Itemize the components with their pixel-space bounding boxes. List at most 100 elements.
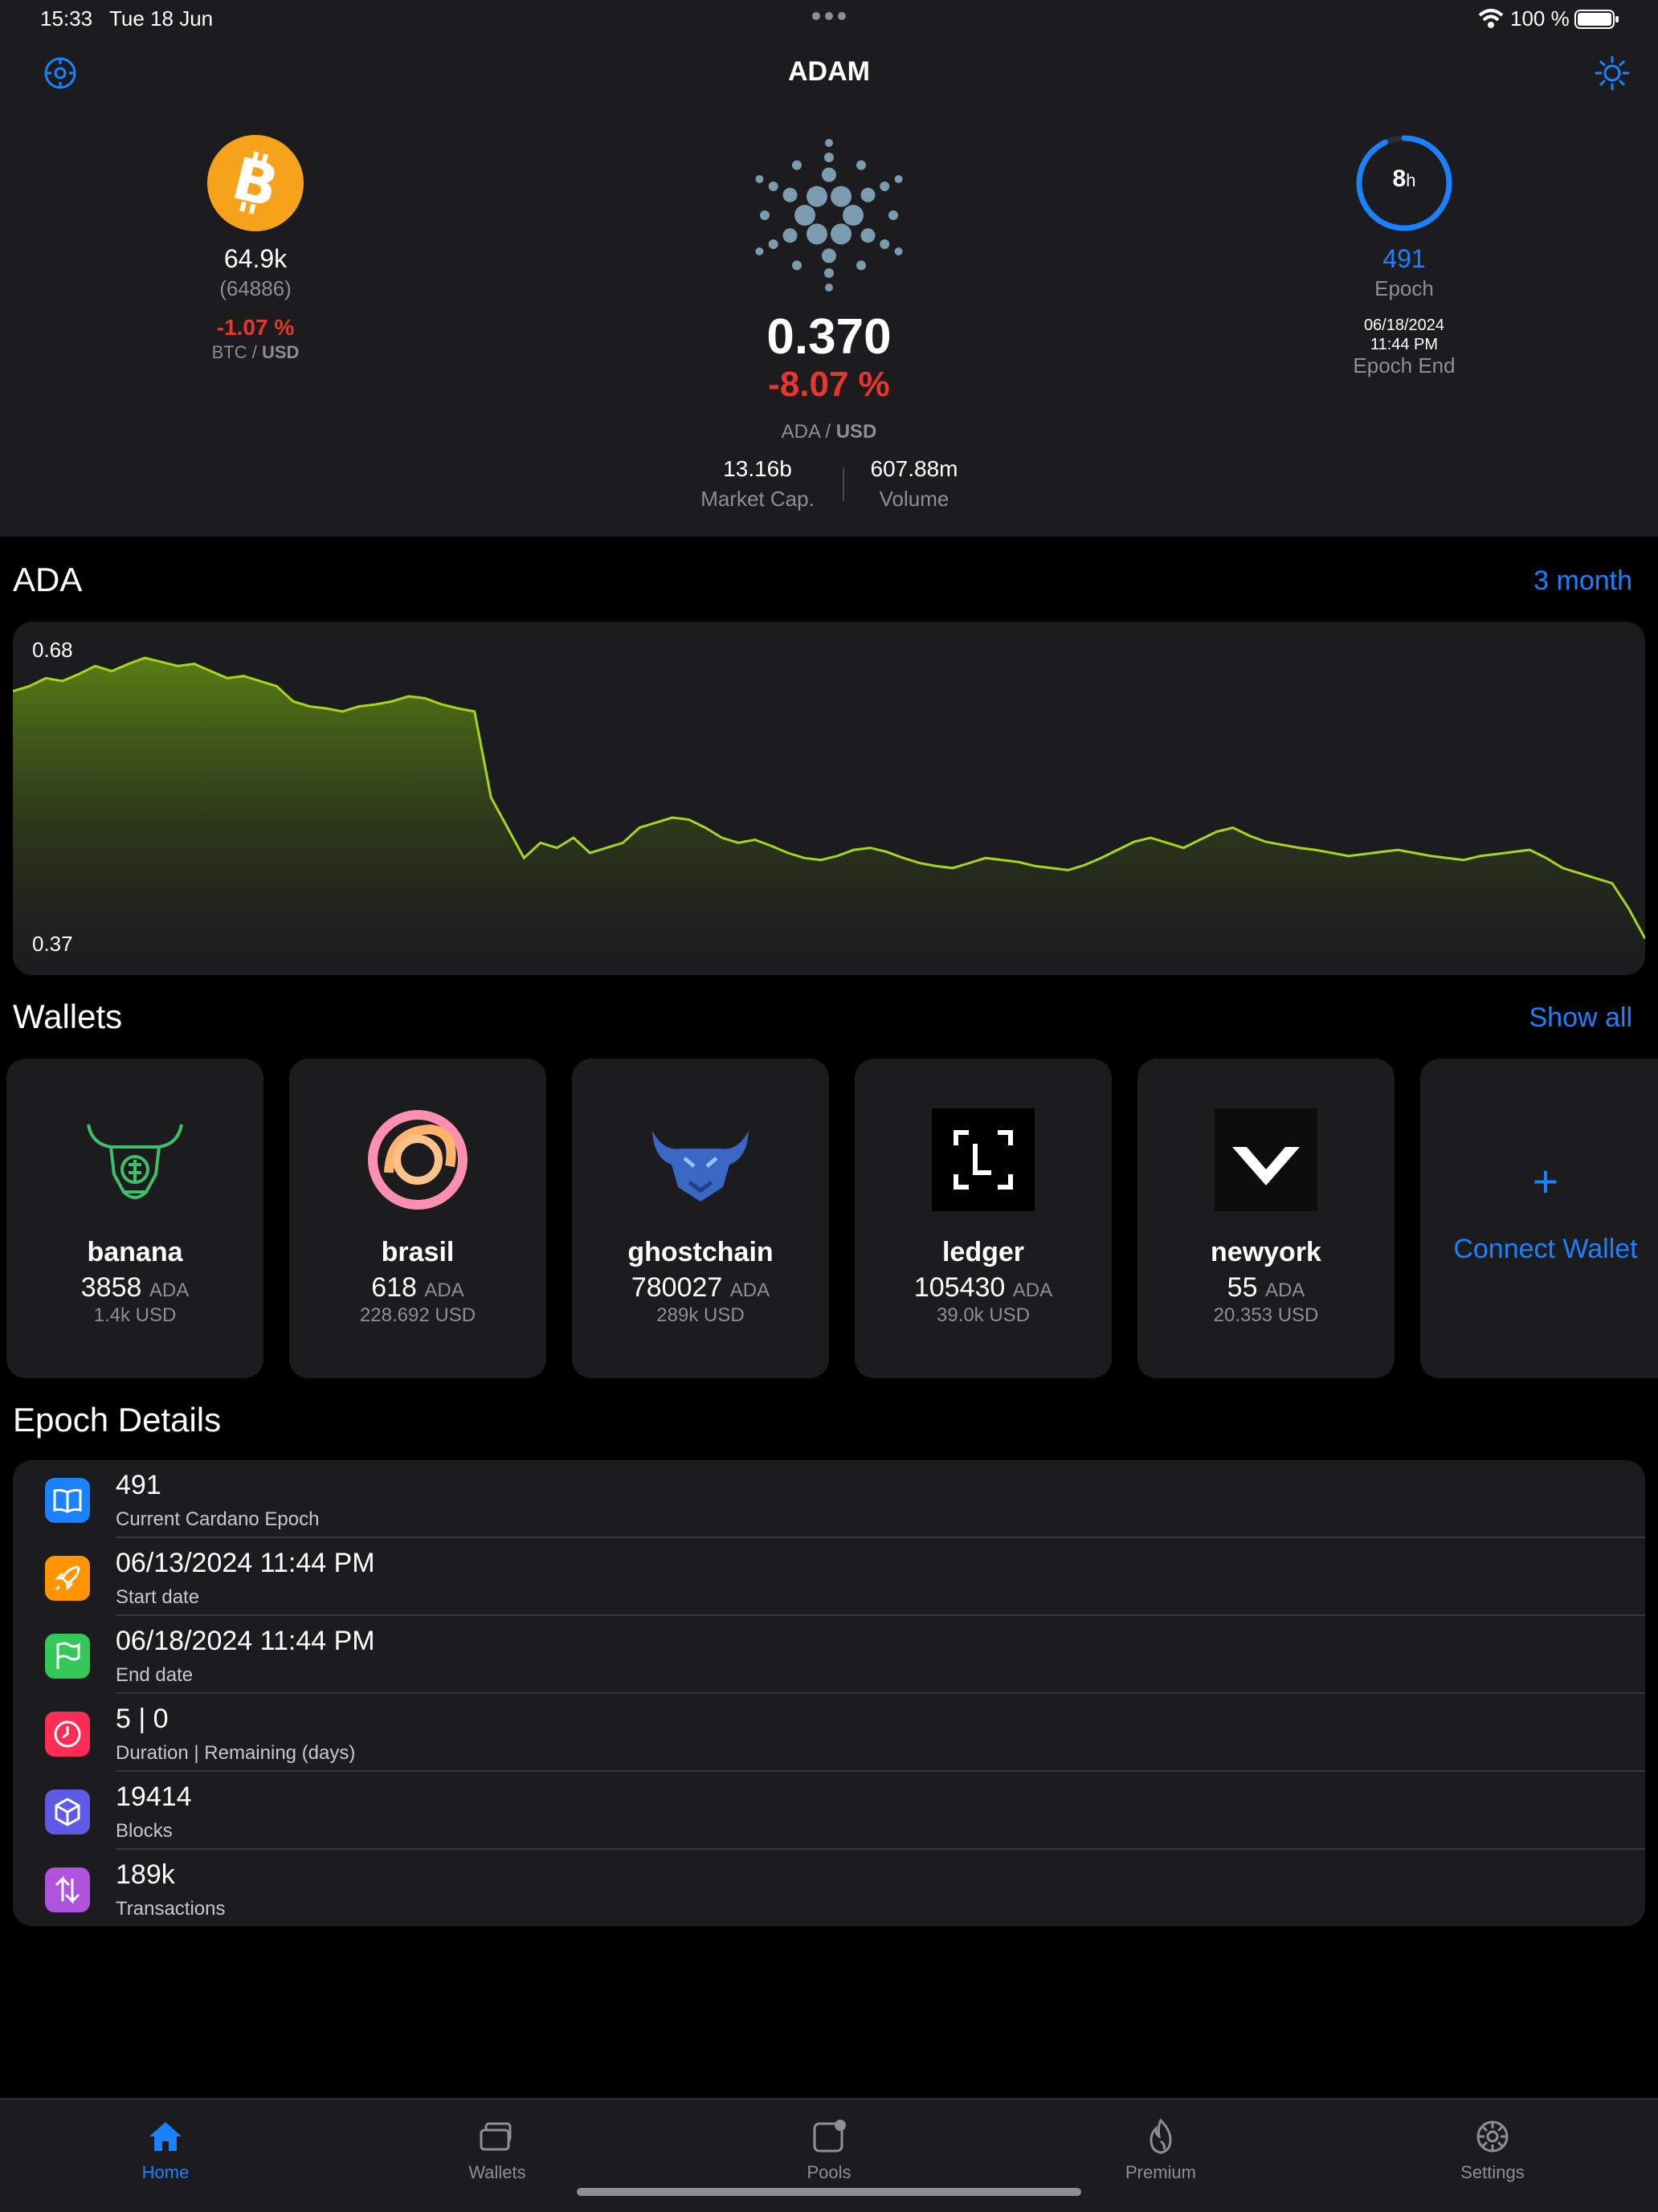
cardano-dot [888, 210, 898, 220]
multitask-dots-icon[interactable] [811, 10, 847, 27]
cardano-dot [825, 284, 833, 292]
wallet-ada-amount: 105430 [913, 1272, 1006, 1303]
wallet-ada-amount: 618 [371, 1272, 417, 1303]
cardano-dot [860, 187, 876, 202]
ada-price-chart[interactable]: 0.68 0.37 [13, 622, 1645, 975]
wallet-ada-balance: 3858 ADA [6, 1272, 263, 1304]
cardano-dot [824, 268, 834, 278]
ada-price: 0.370 [766, 309, 892, 365]
list-item: 06/13/2024 11:44 PM Start date [13, 1538, 1645, 1616]
cardano-dot [768, 239, 778, 249]
wallet-usd-balance: 228.692 USD [359, 1304, 476, 1326]
epoch-detail-label: Duration | Remaining (days) [116, 1742, 356, 1764]
btc-price: 64.9k [223, 244, 288, 273]
pools-icon [813, 2120, 846, 2153]
wallet-ada-balance: 618 ADA [289, 1272, 546, 1304]
cardano-dot [792, 260, 802, 271]
wallet-card-newyork[interactable]: newyork 55 ADA 20.353 USD [1137, 1059, 1395, 1378]
cardano-dot [831, 186, 851, 207]
cardano-dot [792, 160, 802, 170]
arrows-icon [45, 1867, 90, 1912]
divider [116, 1770, 1645, 1772]
epoch-remaining-value: 8 [1392, 165, 1407, 192]
list-item: 19414 Blocks [13, 1772, 1645, 1850]
epoch-detail-value: 5 | 0 [116, 1704, 169, 1734]
ada-pair-quote: USD [835, 421, 877, 443]
tab-label: Pools [807, 2162, 851, 2182]
epoch-details-list: 491 Current Cardano Epoch 06/13/2024 11:… [13, 1460, 1645, 1926]
page-title: ADAM [788, 56, 870, 87]
wallet-ada-amount: 780027 [631, 1272, 723, 1303]
btc-price-exact: (64886) [219, 276, 292, 300]
stats-divider [843, 467, 844, 501]
battery-percentage: 100 % [1510, 6, 1570, 31]
wallet-usd-balance: 39.0k USD [936, 1304, 1031, 1326]
wallet-card-ledger[interactable]: ledger 105430 ADA 39.0k USD [855, 1059, 1112, 1378]
plus-icon: + [1532, 1156, 1559, 1206]
cardano-dot [880, 239, 890, 249]
epoch-detail-label: Blocks [116, 1820, 173, 1842]
connect-wallet-card[interactable]: + Connect Wallet [1420, 1059, 1658, 1378]
ledger-logo-icon [932, 1108, 1035, 1211]
chart-section-title: ADA [13, 561, 83, 598]
cardano-dot [760, 210, 770, 220]
cardano-dot [831, 223, 851, 245]
wallet-ada-balance: 105430 ADA [855, 1272, 1112, 1304]
epoch-details-title: Epoch Details [13, 1401, 222, 1439]
epoch-detail-label: Transactions [116, 1898, 226, 1920]
divider [116, 1614, 1645, 1616]
wallet-ada-amount: 55 [1227, 1272, 1258, 1303]
list-item: 5 | 0 Duration | Remaining (days) [13, 1694, 1645, 1772]
chart-range-button[interactable]: 3 month [1533, 565, 1632, 596]
wallet-card-banana[interactable]: banana 3858 ADA 1.4k USD [6, 1059, 263, 1378]
epoch-detail-value: 189k [116, 1859, 175, 1890]
cardano-logo-icon [744, 137, 914, 298]
epoch-detail-value: 06/18/2024 11:44 PM [116, 1626, 375, 1656]
wallet-ada-balance: 55 ADA [1137, 1272, 1395, 1304]
cardano-dot [825, 139, 833, 147]
epoch-label: Epoch [1374, 276, 1434, 300]
cardano-dot [894, 175, 903, 183]
epoch-detail-label: Start date [116, 1586, 200, 1608]
btc-change: -1.07 % [216, 315, 295, 340]
wallet-name: ledger [941, 1237, 1025, 1267]
bitcoin-icon: B [207, 135, 304, 235]
tab-label: Wallets [468, 2162, 526, 2182]
flag-icon [45, 1634, 90, 1679]
show-all-wallets-link[interactable]: Show all [1529, 1002, 1632, 1033]
list-item: 189k Transactions [13, 1850, 1645, 1926]
cardano-dot [822, 167, 836, 182]
theme-toggle-icon[interactable] [1594, 55, 1631, 96]
divider [116, 1848, 1645, 1850]
divider [116, 1537, 1645, 1538]
wallet-ada-unit: ADA [424, 1279, 464, 1301]
volume-label: Volume [879, 487, 949, 511]
cardano-dot [856, 160, 866, 170]
btc-pair-quote: USD [261, 342, 300, 362]
cardano-dot [794, 205, 815, 226]
btc-pair: BTC / USD [175, 342, 336, 363]
wifi-icon [1478, 6, 1504, 35]
wallet-name: banana [87, 1237, 183, 1267]
book-icon [45, 1478, 90, 1523]
wallet-ada-amount: 3858 [80, 1272, 142, 1303]
cardano-dot [856, 260, 866, 271]
list-item: 491 Current Cardano Epoch [13, 1460, 1645, 1538]
chart-area-fill [13, 658, 1645, 975]
account-settings-icon[interactable] [42, 55, 79, 96]
wallets-section-title: Wallets [13, 998, 123, 1035]
wallet-usd-balance: 1.4k USD [93, 1304, 177, 1326]
dragon-logo-icon [649, 1108, 752, 1211]
list-item: 06/18/2024 11:44 PM End date [13, 1616, 1645, 1694]
epoch-detail-label: End date [116, 1664, 194, 1686]
btc-pair-sep: / [247, 342, 262, 362]
cardano-dot [782, 228, 798, 243]
epoch-detail-label: Current Cardano Epoch [116, 1508, 320, 1530]
wallet-ada-unit: ADA [729, 1279, 770, 1301]
clock-icon [45, 1712, 90, 1757]
battery-icon [1574, 10, 1619, 33]
home-indicator[interactable] [577, 2188, 1081, 2196]
wallet-card-brasil[interactable]: brasil 618 ADA 228.692 USD [289, 1059, 546, 1378]
market-cap-label: Market Cap. [700, 487, 815, 511]
wallet-card-ghostchain[interactable]: ghostchain 780027 ADA 289k USD [572, 1059, 829, 1378]
